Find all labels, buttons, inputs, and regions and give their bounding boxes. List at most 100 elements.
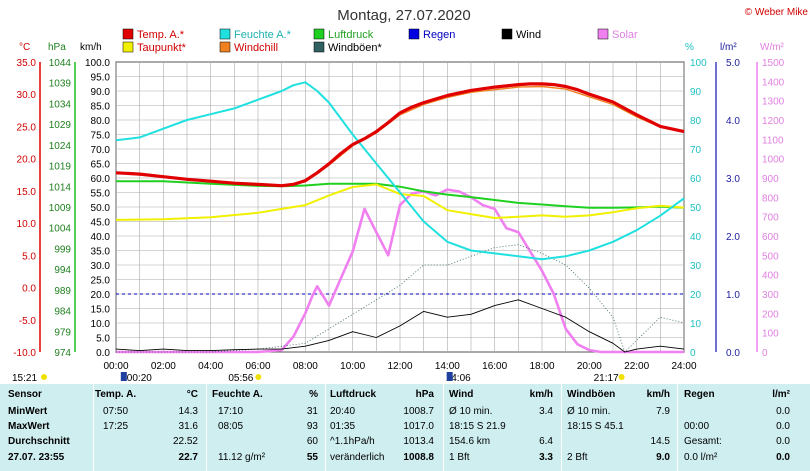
time-marker-label: 14:06 — [446, 373, 471, 384]
tick-solar: 900 — [762, 174, 779, 185]
tick-x: 18:00 — [529, 361, 554, 372]
tick-pressure: 994 — [54, 265, 71, 276]
tick-humidity: 60 — [690, 174, 702, 185]
tick-solar: 1500 — [762, 58, 785, 69]
tick-wind: 85.0 — [91, 102, 111, 113]
tick-wind: 40.0 — [91, 232, 111, 243]
table-row-label: MaxWert — [8, 421, 50, 432]
table-row-label: MinWert — [8, 406, 48, 417]
unit-wind: km/h — [80, 42, 102, 53]
tick-temp: -10.0 — [13, 348, 36, 359]
tick-pressure: 1019 — [49, 162, 72, 173]
table-value: 31 — [306, 406, 318, 417]
tick-wind: 65.0 — [91, 160, 111, 171]
table-divider — [206, 384, 207, 471]
table-time: 11.12 g/m² — [218, 452, 266, 463]
series-temp-a — [115, 82, 685, 188]
tick-temp: 30.0 — [17, 90, 37, 101]
tick-solar: 800 — [762, 193, 779, 204]
table-unit: km/h — [529, 389, 553, 400]
table-value: 14.3 — [178, 406, 198, 417]
chart-axes: °C hPa km/h% l/m² W/m² 35.0 30.0 25.0 20.0 15.0 10… — [12, 42, 785, 384]
time-marker-label: 00:20 — [127, 373, 152, 384]
legend-label: Luftdruck — [328, 29, 374, 41]
tick-temp: 10.0 — [17, 219, 37, 230]
tick-wind: 45.0 — [91, 218, 111, 229]
table-time: 00:00 — [684, 421, 710, 432]
tick-x: 00:00 — [103, 361, 128, 372]
legend-label: Temp. A.* — [137, 29, 185, 41]
table-value: 7.9 — [656, 406, 670, 417]
table-time: Ø 10 min. — [567, 406, 611, 417]
tick-wind: 15.0 — [91, 305, 111, 316]
table-time: 18:15 S 21.9 — [449, 421, 506, 432]
tick-pressure: 979 — [54, 327, 71, 338]
unit-solar: W/m² — [760, 42, 785, 53]
tick-wind: 5.0 — [96, 334, 110, 345]
tick-rain: 2.0 — [726, 232, 740, 243]
tick-x: 08:00 — [293, 361, 318, 372]
table-header: Luftdruck — [330, 389, 377, 400]
table-value: 3.3 — [539, 452, 553, 463]
legend-swatch — [219, 41, 231, 53]
table-time: 0.0 l/m² — [684, 452, 718, 463]
tick-solar: 0 — [762, 348, 768, 359]
table-header: Wind — [449, 389, 474, 400]
tick-solar: 1000 — [762, 155, 785, 166]
table-divider — [677, 384, 678, 471]
tick-solar: 1100 — [762, 135, 784, 146]
table-value: 3.4 — [539, 406, 553, 417]
unit-rain: l/m² — [720, 42, 737, 53]
table-time: veränderlich — [330, 452, 385, 463]
tick-solar: 1200 — [762, 116, 785, 127]
legend-swatch — [219, 28, 231, 40]
sun-icon — [255, 374, 262, 380]
tick-x: 14:00 — [435, 361, 460, 372]
table-unit: l/m² — [772, 389, 790, 400]
table-value: 93 — [306, 421, 318, 432]
tick-solar: 200 — [762, 309, 779, 320]
legend-label: Taupunkt* — [137, 42, 187, 54]
table-time: 2 Bft — [567, 452, 588, 463]
tick-solar: 100 — [762, 329, 779, 340]
legend-swatch — [313, 41, 325, 53]
tick-x: 10:00 — [340, 361, 365, 372]
tick-x: 20:00 — [577, 361, 602, 372]
tick-temp: 20.0 — [17, 155, 37, 166]
time-marker-label: 05:56 — [228, 373, 253, 384]
legend-label: Windchill — [234, 42, 278, 54]
tick-temp: 15.0 — [17, 187, 37, 198]
tick-pressure: 1044 — [49, 58, 72, 69]
copyright-text: © Weber Mike — [745, 7, 809, 18]
table-time: 17:25 — [103, 421, 129, 432]
tick-wind: 35.0 — [91, 247, 111, 258]
table-header: Regen — [684, 389, 715, 400]
table-unit: % — [309, 389, 318, 400]
tick-pressure: 1004 — [49, 224, 72, 235]
table-value: 1008.8 — [403, 452, 434, 463]
table-value: 60 — [306, 436, 318, 447]
table-time: 18:15 S 45.1 — [567, 421, 624, 432]
tick-wind: 100.0 — [85, 58, 110, 69]
legend-swatch — [408, 28, 420, 40]
tick-pressure: 989 — [54, 286, 71, 297]
tick-solar: 400 — [762, 271, 779, 282]
tick-rain: 4.0 — [726, 116, 740, 127]
tick-pressure: 1009 — [49, 203, 72, 214]
tick-humidity: 0 — [690, 348, 696, 359]
tick-pressure: 1039 — [49, 79, 72, 90]
tick-rain: 3.0 — [726, 174, 740, 185]
statistics-table: Sensor MinWert MaxWert Durchschnitt 27.07. 2… — [0, 384, 810, 471]
table-unit: °C — [186, 389, 198, 400]
series-wind — [115, 299, 685, 353]
sun-icon — [618, 374, 625, 380]
tick-solar: 500 — [762, 251, 779, 262]
tick-humidity: 70 — [690, 145, 702, 156]
table-time: 07:50 — [103, 406, 129, 417]
tick-x: 04:00 — [198, 361, 223, 372]
tick-wind: 0.0 — [96, 348, 110, 359]
legend-label: Feuchte A.* — [234, 29, 292, 41]
table-value: 1013.4 — [403, 436, 434, 447]
table-value: 9.0 — [656, 452, 670, 463]
series-solar — [116, 188, 684, 354]
